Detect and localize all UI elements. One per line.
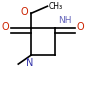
Text: O: O bbox=[1, 22, 9, 32]
Text: O: O bbox=[77, 22, 84, 32]
Text: CH₃: CH₃ bbox=[48, 2, 62, 11]
Text: N: N bbox=[25, 58, 33, 68]
Text: O: O bbox=[21, 7, 28, 17]
Text: NH: NH bbox=[58, 16, 72, 25]
